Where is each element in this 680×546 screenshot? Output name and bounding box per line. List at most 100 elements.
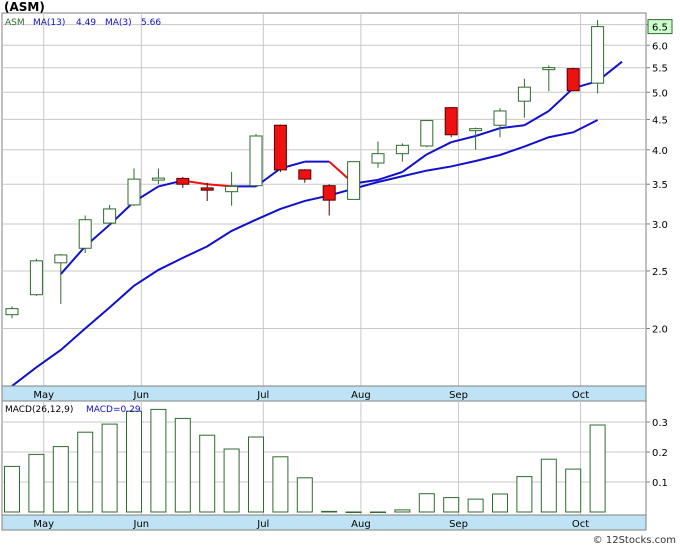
macd-x-tick-label: Aug	[351, 519, 371, 530]
macd-x-tick-label: Jun	[133, 519, 150, 530]
macd-bar	[248, 436, 264, 513]
legend-ticker: ASM	[5, 18, 25, 28]
candles-group	[5, 19, 605, 319]
macd-y-axis: 0.1 0.2 0.3	[646, 418, 668, 489]
price-y-tick-label: 6.0	[652, 41, 668, 52]
candle	[225, 171, 239, 206]
candle	[103, 204, 117, 226]
candle-body-down	[273, 124, 287, 171]
macd-bar	[77, 431, 94, 513]
macd-bar	[394, 509, 411, 513]
candle	[176, 176, 190, 188]
candle	[151, 168, 165, 185]
legend-ma13-label: MA(13)	[33, 18, 65, 28]
candle-body-up	[54, 254, 68, 264]
candle-body-down	[176, 177, 190, 185]
macd-legend: MACD(26,12,9) MACD=0.29	[5, 405, 141, 415]
candle-body-down	[322, 185, 336, 201]
candle-body-down	[444, 107, 458, 136]
macd-bar	[4, 465, 20, 513]
candle	[54, 253, 68, 304]
macd-x-axis-band	[1, 514, 647, 531]
price-y-tick-label: 4.0	[652, 146, 668, 157]
macd-bar	[272, 456, 289, 513]
price-y-tick-label: 2.0	[652, 324, 668, 335]
price-x-tick-label: Aug	[351, 390, 371, 401]
candle-body-up	[249, 135, 263, 187]
price-legend: ASM MA(13) 4.49 MA(3) 5.66	[5, 18, 161, 28]
last-price-label: 6.5	[652, 23, 668, 34]
ma3-segment	[450, 135, 476, 144]
macd-x-tick-label: May	[33, 519, 54, 530]
macd-x-tick-label: Oct	[572, 519, 589, 530]
macd-bar	[223, 448, 240, 513]
candle	[444, 107, 458, 138]
candle	[78, 215, 92, 254]
macd-x-tick-label: Sep	[449, 519, 468, 530]
candle	[591, 19, 605, 94]
candle-body-up	[517, 86, 531, 102]
candle-body-up	[78, 219, 92, 249]
candle	[347, 161, 361, 200]
candle-body-up	[151, 177, 165, 181]
ma13-line	[11, 119, 599, 387]
price-x-axis-band	[1, 385, 647, 402]
macd-bar	[174, 417, 191, 513]
macd-x-tick-label: Jul	[256, 519, 269, 530]
macd-bar	[516, 476, 533, 513]
candle-body-down	[200, 187, 214, 191]
ma3-segment	[548, 87, 574, 112]
macd-bar	[418, 493, 435, 513]
ma3-segment	[475, 127, 501, 137]
candle-body-down	[566, 68, 580, 92]
candle-body-down	[298, 169, 312, 180]
candle-body-up	[29, 260, 43, 296]
price-x-tick-label: May	[33, 390, 54, 401]
macd-bar	[540, 458, 557, 513]
price-x-axis: May Jun Jul Aug Sep Oct	[33, 390, 589, 401]
candle-body-up	[395, 144, 409, 155]
last-price-box	[647, 19, 673, 35]
macd-bar	[296, 477, 313, 513]
candle-body-up	[225, 185, 239, 193]
watermark: © 12Stocks.com	[593, 535, 676, 546]
candle	[542, 65, 556, 92]
macd-y-tick-label: 0.1	[652, 478, 668, 489]
macd-panel: 0.1 0.2 0.3 May Jun Jul Aug Sep Oct MACD(26,12,…	[1, 400, 668, 531]
price-y-tick-label: 3.5	[652, 180, 668, 191]
ma3-segment	[401, 153, 428, 173]
macd-x-axis: May Jun Jul Aug Sep Oct	[33, 519, 589, 530]
macd-bar	[52, 446, 69, 513]
macd-bar	[126, 410, 142, 513]
price-x-tick-label: Oct	[572, 390, 589, 401]
macd-bar	[589, 424, 606, 513]
candle-body-up	[542, 67, 556, 71]
price-y-tick-label: 5.5	[652, 64, 668, 75]
macd-bar	[101, 423, 118, 513]
candle	[200, 182, 214, 201]
macd-bar	[565, 468, 582, 513]
candle-body-up	[5, 308, 19, 316]
price-x-tick-label: Jun	[133, 390, 150, 401]
macd-legend-value: MACD=0.29	[86, 405, 141, 415]
ma3-segment	[60, 245, 86, 275]
macd-bar	[370, 511, 386, 513]
macd-bar	[492, 493, 508, 513]
candle-body-up	[127, 178, 141, 206]
price-x-tick-label: Sep	[449, 390, 468, 401]
price-y-tick-label: 4.5	[652, 115, 668, 126]
macd-legend-label: MACD(26,12,9)	[5, 405, 73, 415]
candle	[29, 258, 43, 296]
candle	[517, 78, 531, 118]
candle	[420, 120, 434, 148]
ma13-line-group	[11, 119, 599, 387]
price-y-axis: 2.02.53.03.54.04.55.05.56.06.56.5	[646, 19, 673, 335]
candle	[249, 134, 263, 187]
price-grid	[2, 13, 646, 386]
macd-bars-group	[4, 408, 606, 513]
candle	[566, 67, 580, 92]
macd-bar	[321, 510, 338, 513]
candle-body-up	[347, 161, 361, 200]
macd-bar	[150, 408, 167, 513]
candle	[493, 108, 507, 138]
